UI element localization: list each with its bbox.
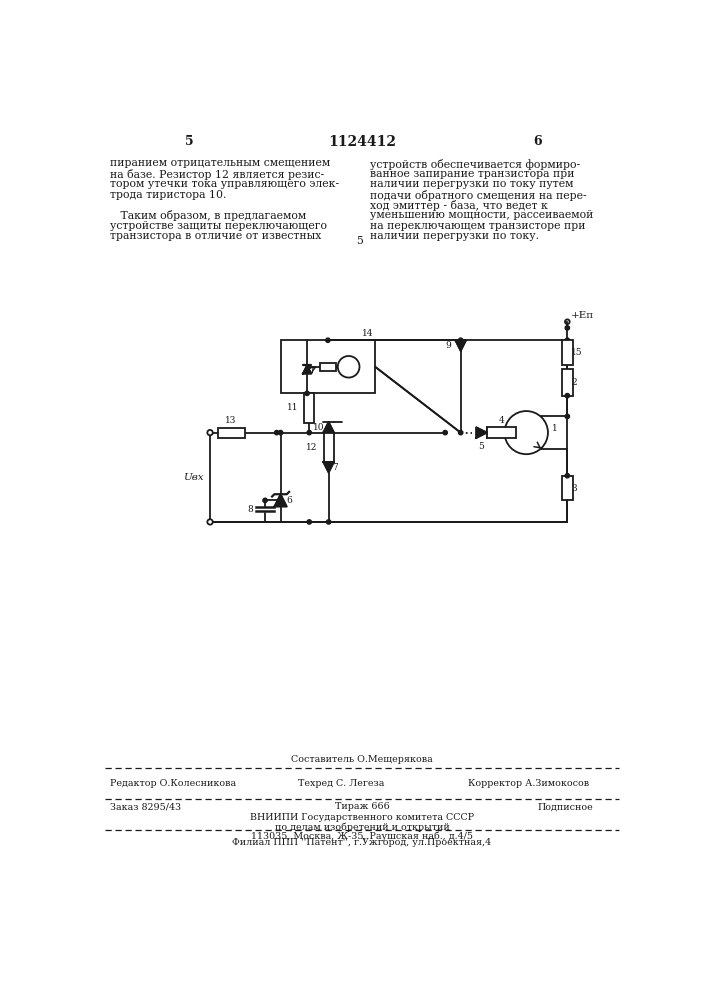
Bar bbox=[324, 433, 334, 462]
Polygon shape bbox=[455, 340, 466, 351]
Text: +Eп: +Eп bbox=[571, 311, 595, 320]
Text: по делам изобретений и открытий: по делам изобретений и открытий bbox=[274, 822, 450, 832]
Text: 5: 5 bbox=[479, 442, 484, 451]
Circle shape bbox=[279, 430, 283, 435]
Text: устройств обеспечивается формиро-: устройств обеспечивается формиро- bbox=[370, 158, 580, 169]
Circle shape bbox=[565, 414, 570, 419]
Text: 6: 6 bbox=[287, 496, 293, 505]
Bar bbox=[487, 427, 517, 438]
Text: ванное запирание транзистора при: ванное запирание транзистора при bbox=[370, 169, 574, 179]
Text: 11: 11 bbox=[287, 403, 298, 412]
Text: 15: 15 bbox=[571, 348, 583, 357]
Text: тором утечки тока управляющего элек-: тором утечки тока управляющего элек- bbox=[110, 179, 339, 189]
Text: 10: 10 bbox=[313, 423, 325, 432]
Text: Корректор А.Зимокосов: Корректор А.Зимокосов bbox=[468, 779, 589, 788]
Text: 2: 2 bbox=[571, 378, 577, 387]
Circle shape bbox=[459, 430, 463, 435]
Text: наличии перегрузки по току.: наличии перегрузки по току. bbox=[370, 231, 539, 241]
Text: 1124412: 1124412 bbox=[328, 135, 396, 149]
Bar bbox=[562, 476, 573, 500]
Text: транзистора в отличие от известных: транзистора в отличие от известных bbox=[110, 231, 322, 241]
Polygon shape bbox=[323, 462, 334, 473]
Text: Uвх: Uвх bbox=[183, 473, 204, 482]
Polygon shape bbox=[323, 422, 334, 433]
Text: пиранием отрицательным смещением: пиранием отрицательным смещением bbox=[110, 158, 330, 168]
Text: на базе. Резистор 12 является резис-: на базе. Резистор 12 является резис- bbox=[110, 169, 325, 180]
Circle shape bbox=[565, 338, 570, 342]
Text: 6: 6 bbox=[534, 135, 542, 148]
Text: ВНИИПИ Государственного комитета СССР: ВНИИПИ Государственного комитета СССР bbox=[250, 813, 474, 822]
Bar bbox=[281, 340, 375, 393]
Circle shape bbox=[327, 520, 331, 524]
Text: подачи обратного смещения на пере-: подачи обратного смещения на пере- bbox=[370, 190, 586, 201]
Circle shape bbox=[307, 520, 311, 524]
Text: 3: 3 bbox=[571, 484, 577, 493]
Polygon shape bbox=[303, 365, 311, 374]
Circle shape bbox=[207, 519, 213, 525]
Circle shape bbox=[326, 338, 330, 342]
Circle shape bbox=[338, 356, 359, 378]
Text: 14: 14 bbox=[361, 329, 373, 338]
Text: устройстве защиты переключающего: устройстве защиты переключающего bbox=[110, 221, 327, 231]
Text: Заказ 8295/43: Заказ 8295/43 bbox=[110, 802, 181, 811]
Circle shape bbox=[565, 394, 570, 398]
Text: 113035, Москва, Ж-35, Раушская наб., д.4/5: 113035, Москва, Ж-35, Раушская наб., д.4… bbox=[251, 831, 473, 841]
Circle shape bbox=[307, 430, 311, 435]
Circle shape bbox=[443, 430, 448, 435]
Text: 4: 4 bbox=[499, 416, 505, 425]
Circle shape bbox=[459, 338, 463, 342]
Bar bbox=[320, 363, 336, 371]
Text: ход эмиттер - база, что ведет к: ход эмиттер - база, что ведет к bbox=[370, 200, 548, 211]
Circle shape bbox=[263, 498, 267, 503]
Circle shape bbox=[305, 391, 309, 396]
Bar bbox=[218, 428, 245, 438]
Circle shape bbox=[327, 430, 331, 435]
Text: Редактор О.Колесникова: Редактор О.Колесникова bbox=[110, 779, 236, 788]
Bar bbox=[562, 369, 573, 396]
Text: Таким образом, в предлагаемом: Таким образом, в предлагаемом bbox=[110, 210, 306, 221]
Text: 8: 8 bbox=[247, 505, 252, 514]
Circle shape bbox=[207, 430, 213, 435]
Text: 9: 9 bbox=[445, 341, 451, 350]
Text: 7: 7 bbox=[332, 463, 338, 472]
Polygon shape bbox=[274, 494, 287, 507]
Text: на переключающем транзисторе при: на переключающем транзисторе при bbox=[370, 221, 585, 231]
Circle shape bbox=[565, 326, 570, 330]
Text: уменьшению мощности, рассеиваемой: уменьшению мощности, рассеиваемой bbox=[370, 210, 593, 220]
Bar bbox=[562, 340, 573, 365]
Text: 1: 1 bbox=[552, 424, 558, 433]
Text: 5: 5 bbox=[185, 135, 194, 148]
Text: 5: 5 bbox=[356, 236, 363, 246]
Text: Подписное: Подписное bbox=[538, 802, 594, 811]
Polygon shape bbox=[477, 427, 487, 438]
Text: Составитель О.Мещерякова: Составитель О.Мещерякова bbox=[291, 755, 433, 764]
Text: Филиал ППП ''Патент'', г.Ужгород, ул.Проектная,4: Филиал ППП ''Патент'', г.Ужгород, ул.Про… bbox=[233, 838, 491, 847]
Text: Техред С. Легеза: Техред С. Легеза bbox=[298, 779, 384, 788]
Text: 13: 13 bbox=[226, 416, 237, 425]
Circle shape bbox=[505, 411, 548, 454]
Text: трода тиристора 10.: трода тиристора 10. bbox=[110, 190, 226, 200]
Circle shape bbox=[565, 474, 570, 478]
Text: наличии перегрузки по току путем: наличии перегрузки по току путем bbox=[370, 179, 573, 189]
Bar bbox=[304, 393, 315, 423]
Text: Тираж 666: Тираж 666 bbox=[334, 802, 390, 811]
Circle shape bbox=[274, 430, 279, 435]
Text: 12: 12 bbox=[306, 443, 317, 452]
